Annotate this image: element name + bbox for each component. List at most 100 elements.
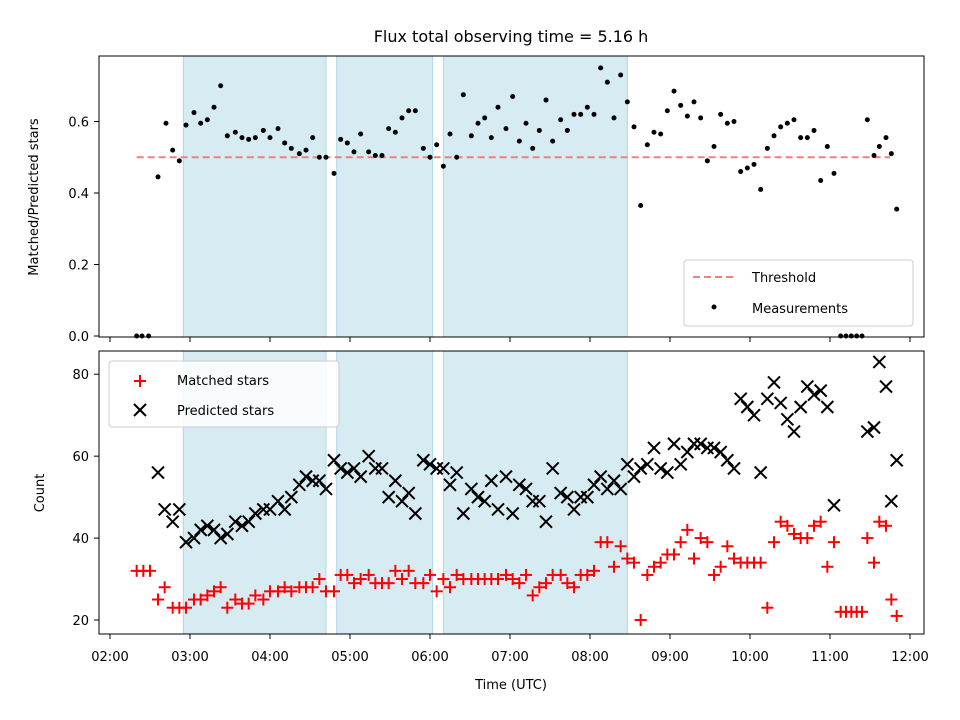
predicted-star-point	[456, 506, 471, 521]
predicted-star-point	[872, 355, 887, 369]
measurement-point	[331, 170, 337, 176]
matched-star-point	[688, 552, 700, 565]
predicted-star-point	[471, 490, 485, 504]
measurement-point	[316, 154, 322, 160]
predicted-star-point	[727, 461, 741, 476]
predicted-star-point	[499, 469, 513, 484]
predicted-star-point	[228, 514, 243, 529]
predicted-star-point	[687, 437, 701, 451]
predicted-star-point	[700, 441, 715, 455]
measurement-point	[671, 88, 677, 94]
bottom-y-ticks: 20 40 60 80	[72, 368, 99, 629]
matched-star-point	[180, 601, 192, 614]
predicted-star-point	[560, 490, 575, 504]
predicted-star-point	[539, 514, 553, 529]
predicted-star-point	[312, 474, 327, 488]
matched-star-point	[437, 573, 450, 586]
predicted-star-point	[567, 502, 581, 517]
measurement-point	[454, 154, 460, 160]
matched-star-point	[506, 573, 519, 586]
x-tick-label: 05:00	[331, 650, 368, 665]
x-tick-label: 08:00	[571, 650, 608, 665]
measurement-point	[134, 333, 140, 339]
matched-star-point	[285, 585, 298, 598]
measurement-point	[664, 108, 670, 114]
matched-star-point	[654, 556, 667, 569]
predicted-star-point	[532, 494, 547, 508]
observing-interval-top-1	[336, 55, 434, 338]
matched-star-point	[389, 564, 402, 577]
matched-star-point	[561, 577, 574, 590]
matched-star-point	[341, 568, 354, 581]
predicted-star-point	[693, 437, 708, 451]
measurement-point	[848, 333, 854, 339]
matched-star-point	[417, 577, 430, 590]
matched-star-point	[774, 515, 787, 528]
predicted-star-point	[464, 482, 479, 496]
matched-star-point	[272, 585, 284, 598]
measurement-point	[282, 140, 288, 146]
predicted-star-point	[443, 478, 457, 492]
measurement-point	[516, 138, 522, 144]
measurement-point	[218, 83, 224, 89]
measurement-point	[338, 136, 344, 142]
threshold-legend-label: Threshold	[751, 271, 816, 286]
measurement-point	[724, 120, 730, 126]
measurement-point	[475, 120, 481, 126]
x-tick-label: 12:00	[891, 650, 928, 665]
measurement-point	[252, 135, 258, 141]
measurement-point	[778, 124, 784, 130]
measurement-point	[658, 131, 664, 137]
predicted-star-point	[767, 375, 781, 390]
top-y-axis-label: Matched/Predicted stars	[27, 118, 42, 276]
matched-star-point	[754, 556, 767, 569]
predicted-star-point	[271, 494, 285, 508]
matched-star-point	[221, 601, 234, 614]
measurement-point	[578, 111, 584, 117]
observing-intervals-top	[182, 55, 628, 338]
predicted-star-point	[207, 523, 221, 537]
measurement-point	[412, 108, 418, 114]
matched-star-point	[526, 589, 539, 602]
measurement-point	[798, 135, 804, 141]
measurement-point	[239, 135, 245, 141]
predicted-star-point	[319, 482, 333, 496]
matched-star-point	[229, 593, 242, 606]
measurement-point	[440, 163, 446, 169]
observing-interval-top-0	[182, 55, 327, 338]
predicted-star-point	[200, 519, 215, 533]
matched-star-point	[328, 585, 340, 598]
matched-star-point	[520, 568, 532, 581]
matched-legend-label: Matched stars	[177, 374, 269, 389]
matched-star-point	[382, 577, 395, 590]
measurement-point	[564, 127, 570, 133]
predicted-star-point	[248, 506, 263, 521]
measurement-point	[871, 152, 877, 158]
predicted-star-point	[760, 392, 775, 406]
measurement-point	[351, 149, 357, 155]
predicted-star-point	[213, 531, 228, 545]
predicted-star-point	[179, 535, 193, 549]
measurement-point	[684, 113, 690, 119]
measurement-point	[591, 111, 597, 117]
x-tick-label: 09:00	[651, 650, 688, 665]
matched-star-point	[856, 605, 868, 618]
predicted-star-point	[241, 514, 256, 529]
matched-star-point	[641, 568, 654, 581]
measurement-point	[224, 133, 230, 139]
matched-star-point	[158, 581, 171, 594]
matched-star-point	[721, 540, 734, 553]
measurement-point	[523, 120, 529, 126]
measurement-point	[482, 115, 488, 121]
predicted-star-point	[707, 441, 721, 455]
measurements-series	[134, 65, 900, 339]
measurement-point	[204, 117, 210, 123]
predicted-star-point	[277, 502, 292, 517]
predicted-stars-series	[151, 355, 904, 549]
predicted-star-point	[395, 494, 409, 508]
matched-star-point	[257, 593, 270, 606]
predicted-star-point	[633, 461, 648, 476]
predicted-star-point	[720, 453, 735, 467]
predicted-star-point	[172, 502, 187, 517]
predicted-star-point	[353, 469, 368, 484]
